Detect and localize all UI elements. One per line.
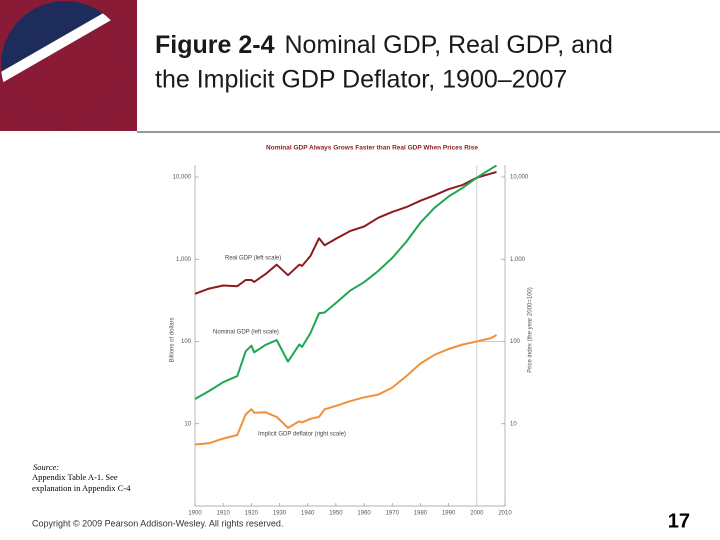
title-bold: Figure 2-4 <box>155 31 275 59</box>
x-tick-label: 1910 <box>217 511 231 517</box>
chart-title: Nominal GDP Always Grows Faster than Rea… <box>266 145 478 152</box>
source: Source: <box>33 462 59 472</box>
series-label: Implicit GDP deflator (right scale) <box>258 432 346 438</box>
x-tick-label: 1950 <box>329 511 343 517</box>
logo <box>1 1 129 129</box>
x-tick-label: 1960 <box>357 511 371 517</box>
page-number: 17 <box>668 510 690 532</box>
x-tick-label: 1930 <box>273 511 287 517</box>
source-text: Appendix Table A-1. See explanation in A… <box>32 472 131 493</box>
y-tick-label: 10,000 <box>173 175 192 181</box>
y2-axis-label: Price index (the year 2000=100) <box>528 287 534 373</box>
source-label: Source: <box>33 462 59 472</box>
x-tick-label: 1990 <box>442 511 456 517</box>
x-tick-label: 1940 <box>301 511 315 517</box>
x-tick-label: 1900 <box>188 511 202 517</box>
y2-tick-label: 100 <box>510 339 521 345</box>
source-box: Appendix Table A-1. See explanation in A… <box>32 472 131 493</box>
x-tick-label: 1920 <box>245 511 259 517</box>
series-label: Real GDP (left scale) <box>225 256 281 262</box>
slide-title-line2: the Implicit GDP Deflator, 1900–2007 <box>155 66 567 94</box>
x-tick-label: 2000 <box>470 511 484 517</box>
y-tick-label: 1,000 <box>176 257 192 263</box>
x-tick-label: 1970 <box>386 511 400 517</box>
series-label: Nominal GDP (left scale) <box>213 330 279 336</box>
title-rest: Nominal GDP, Real GDP, and <box>284 31 612 59</box>
y2-tick-label: 10,000 <box>510 175 529 181</box>
y-tick-label: 100 <box>181 339 192 345</box>
x-tick-label: 1980 <box>414 511 428 517</box>
series-line <box>194 164 498 400</box>
y-axis-label: Billions of dollars <box>170 317 176 362</box>
series-line <box>194 171 497 295</box>
series-line <box>194 334 497 446</box>
y-tick-label: 10 <box>184 421 191 427</box>
slide-title: Figure 2-4 Nominal GDP, Real GDP, and <box>155 31 613 59</box>
x-tick-label: 2010 <box>498 511 512 517</box>
y2-tick-label: 1,000 <box>510 257 526 263</box>
copyright: Copyright © 2009 Pearson Addison-Wesley.… <box>32 518 283 528</box>
y2-tick-label: 10 <box>510 421 517 427</box>
